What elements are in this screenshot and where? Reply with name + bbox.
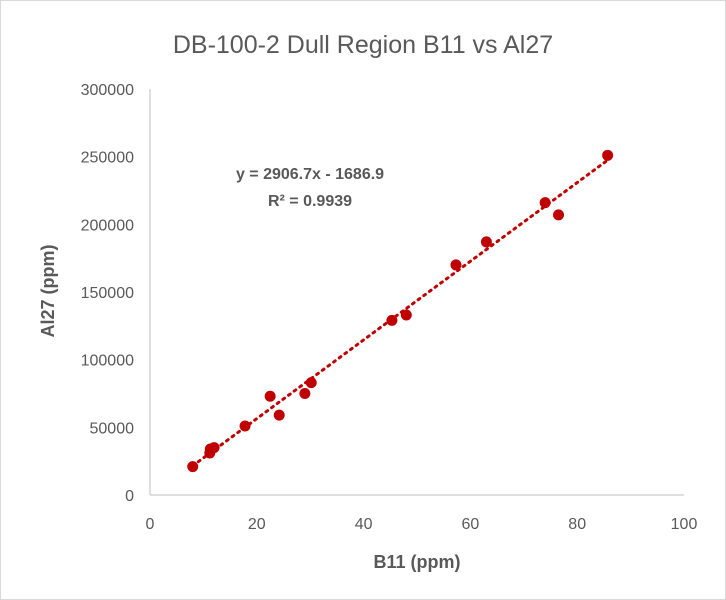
y-axis-label: Al27 (ppm)	[38, 244, 58, 337]
data-point	[450, 259, 462, 271]
y-tick-label: 100000	[81, 353, 134, 370]
y-tick-label: 250000	[81, 150, 134, 167]
x-tick-label: 100	[671, 516, 698, 533]
y-tick-label: 150000	[81, 285, 134, 302]
data-point	[553, 209, 565, 221]
x-tick-label: 0	[146, 516, 155, 533]
data-point	[386, 314, 398, 326]
x-axis-label: B11 (ppm)	[373, 552, 460, 572]
data-point	[305, 377, 317, 389]
x-tick-label: 40	[355, 516, 373, 533]
y-tick-label: 200000	[81, 217, 134, 234]
data-point	[208, 442, 220, 454]
data-point	[273, 409, 285, 421]
x-tick-label: 20	[248, 516, 266, 533]
x-axis-ticks: 0 20 40 60 80 100	[146, 516, 698, 533]
data-point	[602, 149, 614, 161]
plot-area: 0 20 40 60 80 100 0 50000 100000 150000 200000 250…	[81, 82, 698, 533]
y-tick-label: 0	[125, 488, 134, 505]
data-points	[187, 149, 614, 473]
y-tick-label: 50000	[90, 420, 135, 437]
data-point	[187, 461, 199, 473]
data-point	[480, 236, 492, 248]
x-tick-label: 60	[462, 516, 480, 533]
x-tick-label: 80	[568, 516, 586, 533]
data-point	[539, 197, 551, 209]
chart-title: DB-100-2 Dull Region B11 vs Al27	[173, 31, 553, 59]
data-point	[264, 390, 276, 402]
trendline-equation: y = 2906.7x - 1686.9	[236, 166, 384, 183]
r-squared-label: R² = 0.9939	[268, 193, 352, 210]
data-point	[400, 309, 412, 321]
data-point	[299, 388, 311, 399]
y-axis-ticks: 0 50000 100000 150000 200000 250000 300000	[81, 82, 134, 505]
y-tick-label: 300000	[81, 82, 134, 99]
trendline	[191, 158, 610, 468]
data-point	[239, 420, 251, 432]
